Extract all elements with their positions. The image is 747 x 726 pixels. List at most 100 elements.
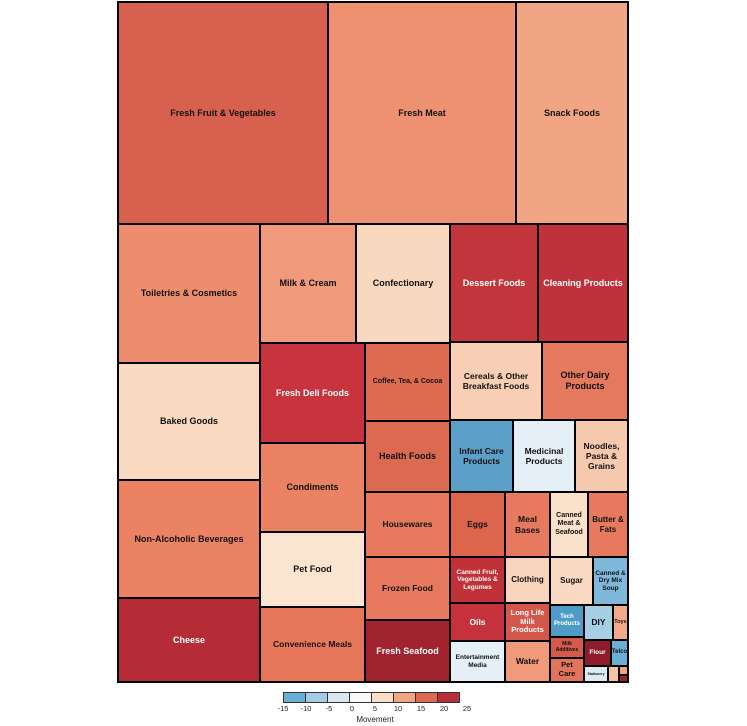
cell-label: Fresh Deli Foods [275, 387, 349, 398]
cell-label: Condiments [286, 482, 339, 493]
cell-canned-dry-mix-soup[interactable]: Canned & Dry Mix Soup [593, 557, 628, 605]
cell-cheese[interactable]: Cheese [118, 598, 260, 682]
cell-toiletries-cosmetics[interactable]: Toiletries & Cosmetics [118, 224, 260, 363]
cell-coffee-tea-cocoa[interactable]: Coffee, Tea, & Cocoa [365, 343, 450, 421]
cell-label: Dessert Foods [462, 277, 526, 288]
cell-cereals-other-breakfast-foods[interactable]: Cereals & Other Breakfast Foods [450, 342, 542, 420]
cell-pet-food[interactable]: Pet Food [260, 532, 365, 607]
cell-label: Flour [589, 649, 606, 657]
cell-fresh-seafood[interactable]: Fresh Seafood [365, 620, 450, 682]
cell-label: Sugar [560, 576, 583, 586]
cell-unlabeled[interactable] [619, 666, 628, 675]
cell-label: Other Dairy Products [560, 370, 610, 391]
cell-label: Frozen Food [382, 583, 433, 594]
legend-title: Movement [356, 715, 394, 724]
cell-butter-fats[interactable]: Butter & Fats [588, 492, 628, 557]
cell-label: Milk Additives [555, 640, 579, 653]
cell-frozen-food[interactable]: Frozen Food [365, 557, 450, 620]
cell-label: Eggs [467, 519, 488, 530]
legend-segment-4 [371, 692, 394, 703]
cell-label: Canned Meat & Seafood [555, 512, 583, 536]
cell-label: Infant Care Products [459, 445, 504, 466]
cell-label: Health Foods [378, 451, 436, 462]
legend-tick-labels: -15 -10 -5 0 5 10 15 20 25 [278, 704, 472, 714]
cell-toys[interactable]: Toys [613, 605, 628, 640]
cell-noodles-pasta-grains[interactable]: Noodles, Pasta & Grains [575, 420, 628, 492]
cell-label: Coffee, Tea, & Cocoa [372, 377, 443, 385]
cell-confectionary[interactable]: Confectionary [356, 224, 450, 343]
treemap: Fresh Fruit & Vegetables Fresh Meat Snack … [117, 1, 629, 683]
legend-tick--5: -5 [325, 704, 333, 713]
cell-label: Meal Bases [514, 514, 541, 535]
cell-fresh-fruit-vegetables[interactable]: Fresh Fruit & Vegetables [118, 2, 328, 224]
cell-dessert-foods[interactable]: Dessert Foods [450, 224, 538, 342]
cell-pet-care[interactable]: Pet Care [550, 658, 584, 682]
cell-label: Telco [611, 649, 628, 656]
cell-stationery[interactable]: Stationery [584, 666, 608, 682]
cell-label: Fresh Meat [398, 107, 446, 118]
movement-legend: -15 -10 -5 0 5 10 15 20 25 Movement [278, 692, 472, 724]
cell-diy[interactable]: DIY [584, 605, 613, 640]
cell-housewares[interactable]: Housewares [365, 492, 450, 557]
cell-other-dairy-products[interactable]: Other Dairy Products [542, 342, 628, 420]
cell-tech-products[interactable]: Tech Products [550, 605, 584, 637]
cell-label: Noodles, Pasta & Grains [583, 440, 620, 471]
cell-eggs[interactable]: Eggs [450, 492, 505, 557]
cell-long-life-milk-products[interactable]: Long Life Milk Products [505, 603, 550, 641]
cell-water[interactable]: Water [505, 641, 550, 682]
cell-label: Water [515, 656, 540, 667]
legend-segment-3 [349, 692, 372, 703]
cell-label: Oils [469, 616, 486, 627]
legend-color-bar [283, 692, 467, 703]
cell-label: Medicinal Products [524, 445, 564, 466]
cell-medicinal-products[interactable]: Medicinal Products [513, 420, 575, 492]
cell-label: Stationery [587, 671, 605, 676]
cell-label: Long Life Milk Products [510, 607, 545, 635]
cell-label: Cereals & Other Breakfast Foods [462, 370, 530, 391]
cell-milk-additives[interactable]: Milk Additives [550, 637, 584, 658]
legend-segment-2 [327, 692, 350, 703]
cell-fresh-meat[interactable]: Fresh Meat [328, 2, 516, 224]
cell-fresh-deli-foods[interactable]: Fresh Deli Foods [260, 343, 365, 443]
legend-segment-0 [283, 692, 306, 703]
cell-health-foods[interactable]: Health Foods [365, 421, 450, 492]
cell-label: Toiletries & Cosmetics [140, 288, 238, 299]
legend-tick--10: -10 [300, 704, 312, 713]
cell-non-alcoholic-beverages[interactable]: Non-Alcoholic Beverages [118, 480, 260, 598]
cell-sugar[interactable]: Sugar [550, 557, 593, 605]
cell-label: Non-Alcoholic Beverages [134, 533, 244, 544]
cell-flour[interactable]: Flour [584, 640, 611, 666]
cell-label: Convenience Meals [273, 639, 352, 650]
cell-label: Fresh Seafood [376, 645, 439, 656]
cell-milk-cream[interactable]: Milk & Cream [260, 224, 356, 343]
legend-segment-1 [305, 692, 328, 703]
cell-label: Pet Food [293, 564, 332, 575]
cell-cleaning-products[interactable]: Cleaning Products [538, 224, 628, 342]
cell-entertainment-media[interactable]: Entertainment Media [450, 641, 505, 682]
cell-convenience-meals[interactable]: Convenience Meals [260, 607, 365, 682]
cell-telco[interactable]: Telco [611, 640, 628, 666]
legend-tick--15: -15 [277, 704, 289, 713]
cell-canned-meat-seafood[interactable]: Canned Meat & Seafood [550, 492, 588, 557]
cell-label: Baked Goods [159, 416, 218, 427]
cell-unlabeled[interactable] [608, 666, 619, 682]
cell-clothing[interactable]: Clothing [505, 557, 550, 603]
cell-snack-foods[interactable]: Snack Foods [516, 2, 628, 224]
cell-oils[interactable]: Oils [450, 603, 505, 641]
cell-canned-fruit-vegetables-legumes[interactable]: Canned Fruit, Vegetables & Legumes [450, 557, 505, 603]
legend-tick-20: 20 [439, 704, 449, 713]
cell-label: Confectionary [372, 278, 434, 289]
cell-label: Housewares [382, 519, 433, 530]
cell-label: Cheese [172, 634, 206, 645]
cell-meal-bases[interactable]: Meal Bases [505, 492, 550, 557]
cell-label: Toys [614, 619, 627, 626]
cell-baked-goods[interactable]: Baked Goods [118, 363, 260, 480]
cell-label: Canned Fruit, Vegetables & Legumes [456, 568, 499, 591]
cell-condiments[interactable]: Condiments [260, 443, 365, 532]
legend-segment-5 [393, 692, 416, 703]
cell-unlabeled[interactable] [619, 675, 628, 682]
legend-tick-15: 15 [416, 704, 426, 713]
cell-label: Fresh Fruit & Vegetables [170, 107, 276, 118]
cell-infant-care-products[interactable]: Infant Care Products [450, 420, 513, 492]
cell-label: Pet Care [558, 660, 576, 678]
